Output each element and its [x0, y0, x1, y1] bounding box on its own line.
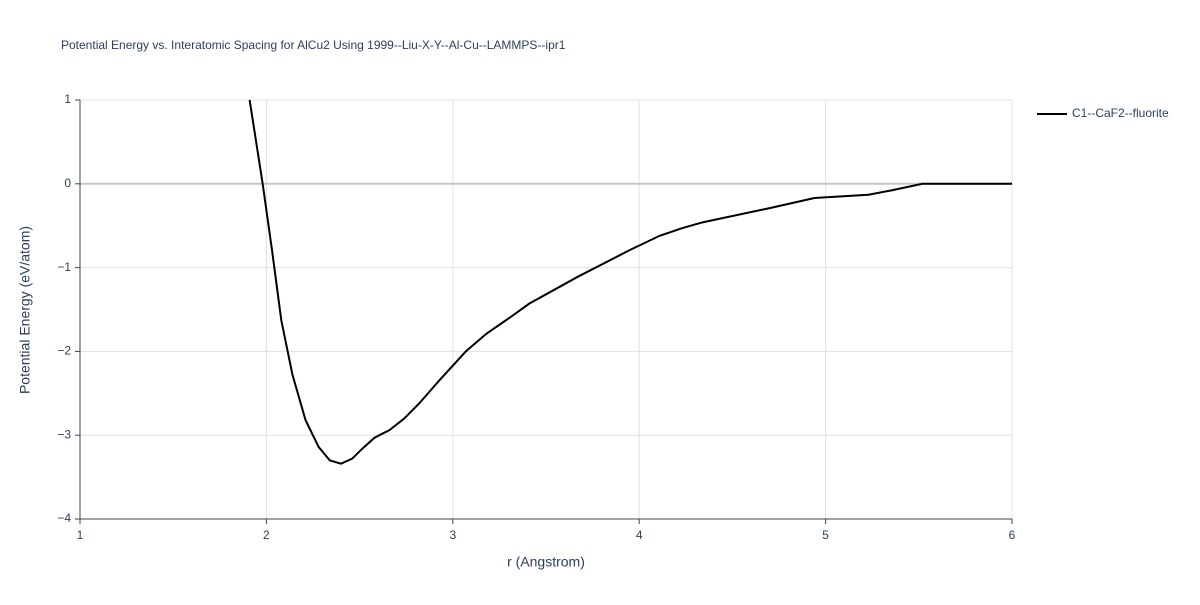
x-tick-label: 6 — [1009, 528, 1016, 542]
x-tick-label: 3 — [449, 528, 456, 542]
y-tick-label: −3 — [57, 427, 71, 441]
x-tick-label: 4 — [636, 528, 643, 542]
legend-label: C1--CaF2--fluorite — [1072, 106, 1169, 120]
y-tick-label: −2 — [57, 344, 71, 358]
y-tick-label: −1 — [57, 260, 71, 274]
y-tick-label: 0 — [64, 176, 71, 190]
x-tick-label: 1 — [77, 528, 84, 542]
x-axis-title: r (Angstrom) — [507, 554, 585, 570]
x-tick-label: 5 — [822, 528, 829, 542]
x-tick-label: 2 — [263, 528, 270, 542]
y-axis-title: Potential Energy (eV/atom) — [17, 226, 33, 394]
y-tick-label: 1 — [64, 92, 71, 106]
chart-title: Potential Energy vs. Interatomic Spacing… — [61, 38, 566, 52]
y-tick-label: −4 — [57, 511, 71, 525]
series-line — [248, 100, 1012, 465]
